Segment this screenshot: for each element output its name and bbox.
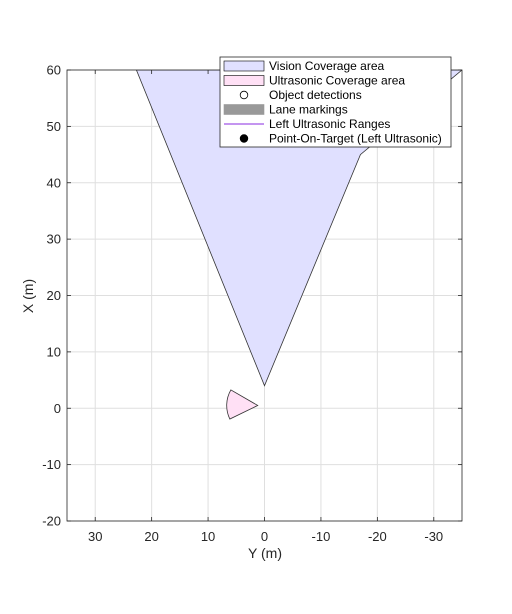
legend-entry-label: Left Ultrasonic Ranges xyxy=(269,117,390,131)
x-tick-label: 30 xyxy=(88,529,102,544)
y-tick-label: 30 xyxy=(47,232,61,247)
x-axis-label: Y (m) xyxy=(248,545,282,561)
y-tick-label: 20 xyxy=(47,288,61,303)
y-tick-label: 40 xyxy=(47,175,61,190)
legend-swatch xyxy=(223,75,265,86)
legend-swatch xyxy=(223,60,265,72)
x-tick-label: 20 xyxy=(144,529,158,544)
y-tick-label: 10 xyxy=(47,344,61,359)
legend-marker xyxy=(239,134,249,143)
legend-marker xyxy=(239,90,249,100)
x-tick-label: -20 xyxy=(368,529,387,544)
y-tick-label: 60 xyxy=(47,63,61,78)
y-axis-label: X (m) xyxy=(20,279,36,313)
legend-box xyxy=(219,56,452,148)
legend-entry-label: Object detections xyxy=(269,88,362,102)
y-tick-label: 0 xyxy=(54,401,61,416)
ultrasonic-coverage-area xyxy=(226,389,259,420)
x-tick-label: -30 xyxy=(424,529,443,544)
legend-entry-label: Vision Coverage area xyxy=(269,59,385,73)
y-tick-label: -10 xyxy=(42,457,61,472)
legend-entry-label: Point-On-Target (Left Ultrasonic) xyxy=(269,132,442,146)
legend-swatch xyxy=(223,104,265,115)
legend-entry-label: Ultrasonic Coverage area xyxy=(269,74,405,88)
x-tick-label: 0 xyxy=(261,529,268,544)
x-tick-label: -10 xyxy=(312,529,331,544)
vision-coverage-area xyxy=(135,70,462,387)
y-tick-label: -20 xyxy=(42,514,61,529)
y-tick-label: 50 xyxy=(47,119,61,134)
x-tick-label: 10 xyxy=(201,529,215,544)
legend-entry-label: Lane markings xyxy=(269,103,348,117)
plot-content xyxy=(135,70,462,420)
